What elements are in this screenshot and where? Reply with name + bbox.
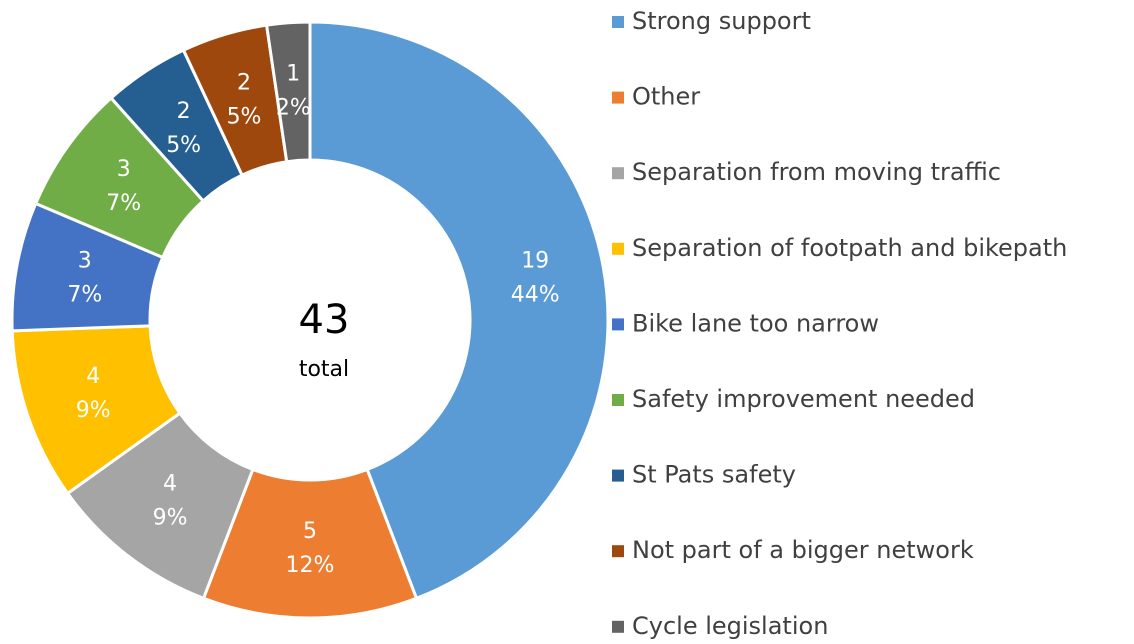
- legend-label: Other: [632, 83, 700, 111]
- slice-percent-label: 9%: [153, 505, 188, 530]
- legend-swatch: [612, 318, 624, 331]
- legend-label: St Pats safety: [632, 461, 796, 489]
- legend-label: Safety improvement needed: [632, 385, 975, 413]
- slice-value-label: 5: [303, 519, 317, 544]
- legend-label: Separation of footpath and bikepath: [632, 234, 1067, 262]
- donut-slice: [308, 20, 610, 601]
- legend-label: Separation from moving traffic: [632, 158, 1001, 186]
- legend-label: Strong support: [632, 7, 811, 35]
- slice-value-label: 19: [521, 248, 549, 273]
- slice-percent-label: 44%: [511, 282, 560, 307]
- legend-swatch: [612, 620, 624, 633]
- slice-percent-label: 5%: [227, 105, 262, 130]
- slice-value-label: 2: [237, 71, 251, 96]
- legend-swatch: [612, 394, 624, 406]
- legend-swatch: [612, 167, 624, 180]
- legend-swatch: [612, 16, 624, 28]
- slice-percent-label: 2%: [276, 96, 311, 121]
- total-label: total: [299, 357, 349, 382]
- slice-value-label: 2: [177, 99, 191, 124]
- slice-percent-label: 5%: [166, 133, 201, 158]
- legend-label: Bike lane too narrow: [632, 309, 879, 337]
- legend-label: Not part of a bigger network: [632, 536, 974, 564]
- legend-swatch: [612, 242, 624, 255]
- legend-label: Cycle legislation: [632, 612, 828, 640]
- legend-swatch: [612, 545, 624, 558]
- slice-value-label: 3: [117, 157, 131, 182]
- donut-slice: [264, 20, 312, 164]
- slice-value-label: 3: [78, 248, 92, 273]
- legend-swatch: [612, 91, 624, 104]
- slice-percent-label: 12%: [286, 553, 335, 578]
- slice-percent-label: 7%: [106, 191, 141, 216]
- slice-value-label: 4: [86, 364, 100, 389]
- slice-percent-label: 9%: [76, 398, 111, 423]
- total-value: 43: [299, 297, 350, 343]
- slice-percent-label: 7%: [67, 282, 102, 307]
- slice-value-label: 4: [163, 471, 177, 496]
- slice-value-label: 1: [286, 62, 300, 87]
- legend-swatch: [612, 469, 624, 482]
